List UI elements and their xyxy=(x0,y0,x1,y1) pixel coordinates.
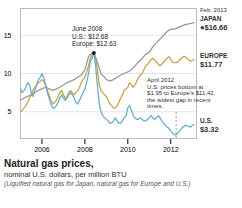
svg-text:U.S.: U.S. xyxy=(200,117,213,124)
svg-text:April 2012U.S. prices bottom a: April 2012U.S. prices bottom at$1.95 to … xyxy=(147,77,215,109)
html-text:(Liquified natural gas for Jap: (Liquified natural gas for Japan, natura… xyxy=(4,180,191,187)
svg-text:$11.77: $11.77 xyxy=(200,60,223,69)
svg-text:15: 15 xyxy=(4,32,12,39)
html-text:nominal U.S. dollars, per mill: nominal U.S. dollars, per million BTU xyxy=(4,170,127,179)
svg-text:2010: 2010 xyxy=(120,146,136,153)
svg-text:2008: 2008 xyxy=(77,146,93,153)
svg-text:June 2008U.S.: $12.68Europe: $: June 2008U.S.: $12.68Europe: $12.63 xyxy=(72,25,117,48)
svg-text:Feb. 2013: Feb. 2013 xyxy=(200,7,228,13)
svg-text:2012: 2012 xyxy=(163,146,179,153)
svg-text:EUROPE: EUROPE xyxy=(200,52,228,59)
html-text:Natural gas prices,: Natural gas prices, xyxy=(4,158,94,169)
svg-text:JAPAN: JAPAN xyxy=(200,15,222,22)
svg-text:●$16.66: ●$16.66 xyxy=(200,23,227,32)
svg-text:5: 5 xyxy=(8,108,12,115)
svg-text:$3.32: $3.32 xyxy=(200,125,219,134)
svg-text:10: 10 xyxy=(4,70,12,77)
svg-text:2006: 2006 xyxy=(34,146,50,153)
